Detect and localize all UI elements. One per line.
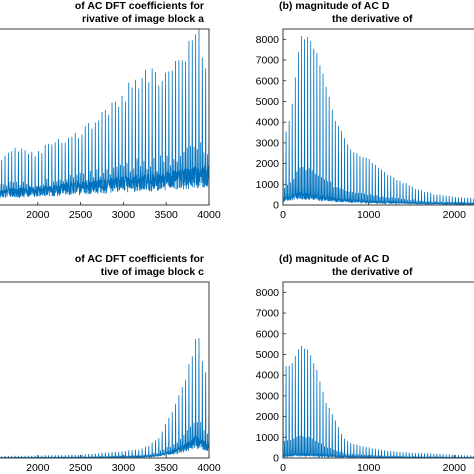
panel-b-y-tick-label: 0 — [273, 200, 279, 212]
panel-b-series-line — [283, 36, 474, 205]
panel-c-x-tick-label: 3500 — [155, 462, 179, 474]
panel-d-y-tick-label: 0 — [273, 453, 279, 465]
panel-d: (d) magnitude of AC D the derivative of … — [256, 253, 474, 474]
panel-c-x-tick-label: 4000 — [197, 462, 221, 474]
panel-b-y-tick-label: 8000 — [256, 34, 280, 46]
panel-a-title-line-2: rivative of image block a — [82, 13, 204, 25]
panel-d-y-tick-label: 2000 — [256, 411, 280, 423]
panel-d-y-tick-label: 6000 — [256, 328, 280, 340]
panel-a-x-tick-label: 2500 — [69, 209, 93, 221]
panel-d-x-tick-label: 2000 — [443, 462, 467, 474]
panel-b-y-tick-label: 6000 — [256, 75, 280, 87]
panel-d-axes-box — [282, 281, 474, 459]
panel-d-series-line — [283, 345, 474, 458]
panel-b-x-tick-label: 1000 — [357, 209, 381, 221]
panel-c-axes-box — [0, 281, 210, 459]
panel-b-y-tick-label: 3000 — [256, 137, 280, 149]
panel-d-y-tick-label: 7000 — [256, 308, 280, 320]
panel-a-axes-box — [0, 28, 210, 206]
panel-d-x-tick-label: 1000 — [357, 462, 381, 474]
panel-d-title-line-1: (d) magnitude of AC D — [279, 253, 390, 265]
panel-a: of AC DFT coefficients for rivative of i… — [0, 0, 221, 221]
panel-b-axes-box — [282, 28, 474, 206]
panel-d-y-tick-label: 8000 — [256, 287, 280, 299]
panel-d-title-line-2: the derivative of — [332, 266, 413, 278]
panel-b-x-tick-label: 2000 — [443, 209, 467, 221]
panel-b-y-tick-label: 2000 — [256, 158, 280, 170]
panel-a-series-line — [0, 29, 209, 198]
panel-a-x-tick-label: 4000 — [197, 209, 221, 221]
panel-a-x-tick-label: 2000 — [26, 209, 50, 221]
panel-b-title-line-1: (b) magnitude of AC D — [279, 0, 390, 12]
panel-d-y-tick-label: 3000 — [256, 390, 280, 402]
panel-c-x-tick-label: 2000 — [26, 462, 50, 474]
panel-b: (b) magnitude of AC D the derivative of … — [256, 0, 474, 221]
panel-a-x-tick-label: 3000 — [112, 209, 136, 221]
panel-c: of AC DFT coefficients for tive of image… — [0, 253, 221, 474]
panel-c-title-line-1: of AC DFT coefficients for — [75, 253, 204, 265]
panel-c-series-line — [0, 338, 209, 458]
panel-d-y-tick-label: 5000 — [256, 349, 280, 361]
panel-b-y-tick-label: 5000 — [256, 96, 280, 108]
panel-b-x-tick-label: 0 — [280, 209, 286, 221]
panel-b-y-tick-label: 1000 — [256, 179, 280, 191]
panel-c-x-tick-label: 3000 — [112, 462, 136, 474]
panel-d-x-tick-label: 0 — [280, 462, 286, 474]
panel-a-title-line-1: of AC DFT coefficients for — [75, 0, 204, 12]
panel-d-y-tick-label: 4000 — [256, 370, 280, 382]
panel-b-title-line-2: the derivative of — [332, 13, 413, 25]
panel-b-y-tick-label: 7000 — [256, 55, 280, 67]
panel-c-x-tick-label: 2500 — [69, 462, 93, 474]
panel-c-title-line-2: tive of image block c — [101, 266, 204, 278]
panel-a-x-tick-label: 3500 — [155, 209, 179, 221]
panel-b-y-tick-label: 4000 — [256, 117, 280, 129]
panel-d-y-tick-label: 1000 — [256, 432, 280, 444]
